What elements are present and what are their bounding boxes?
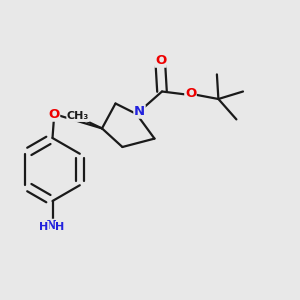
Text: O: O — [185, 86, 196, 100]
Text: CH₃: CH₃ — [67, 111, 89, 122]
Text: N: N — [45, 219, 57, 232]
Text: H: H — [56, 221, 64, 232]
Text: O: O — [48, 108, 60, 121]
Text: O: O — [155, 54, 166, 67]
Text: H: H — [40, 221, 49, 232]
Text: N: N — [134, 105, 145, 118]
